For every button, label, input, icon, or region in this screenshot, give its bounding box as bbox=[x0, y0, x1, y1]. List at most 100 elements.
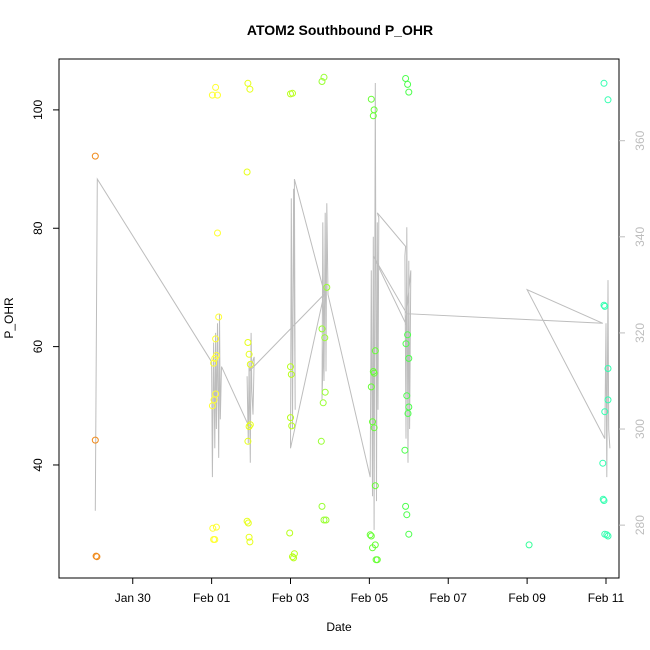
data-point bbox=[244, 339, 252, 346]
data-point bbox=[289, 89, 296, 97]
x-tick-label: Feb 03 bbox=[272, 591, 310, 605]
data-point bbox=[402, 502, 410, 510]
data-point bbox=[402, 75, 410, 82]
data-point bbox=[525, 541, 533, 549]
data-point bbox=[405, 88, 413, 96]
point-series bbox=[91, 73, 612, 564]
data-point bbox=[600, 497, 608, 504]
data-point bbox=[322, 516, 330, 524]
data-point bbox=[405, 403, 413, 411]
y-axis-left: 40 60 80 100 bbox=[31, 100, 59, 472]
y-right-tick-label: 300 bbox=[633, 419, 647, 439]
y-tick-label: 40 bbox=[31, 458, 45, 472]
data-point bbox=[317, 437, 325, 445]
data-point bbox=[209, 524, 217, 532]
data-point bbox=[405, 530, 413, 538]
data-point bbox=[323, 283, 331, 291]
data-point bbox=[321, 388, 329, 396]
data-point bbox=[244, 437, 252, 445]
data-point bbox=[367, 532, 375, 540]
data-point bbox=[603, 531, 611, 539]
data-point bbox=[320, 516, 328, 524]
chart-title: ATOM2 Southbound P_OHR bbox=[247, 22, 433, 38]
data-point bbox=[214, 91, 221, 99]
data-point bbox=[210, 359, 218, 367]
plot-frame bbox=[58, 58, 620, 579]
data-point bbox=[370, 424, 378, 432]
data-point bbox=[367, 95, 375, 103]
y-axis-label: P_OHR bbox=[2, 297, 16, 339]
x-axis: Jan 30 Feb 01 Feb 03 Feb 05 Feb 07 Feb 09 Feb … bbox=[115, 578, 625, 605]
series-line bbox=[94, 82, 611, 530]
data-point bbox=[245, 533, 253, 541]
data-point bbox=[369, 112, 377, 120]
data-point bbox=[290, 554, 298, 562]
data-point bbox=[319, 399, 327, 407]
data-point bbox=[404, 410, 412, 417]
data-point bbox=[401, 446, 409, 454]
data-point bbox=[212, 335, 220, 343]
y-axis-right: 280 300 320 340 360 bbox=[619, 130, 647, 535]
data-point bbox=[246, 421, 254, 429]
data-point bbox=[404, 331, 412, 339]
data-point bbox=[320, 73, 328, 81]
data-point bbox=[243, 168, 251, 176]
x-tick-label: Feb 07 bbox=[430, 591, 468, 605]
data-point bbox=[91, 436, 99, 444]
data-point bbox=[290, 550, 298, 558]
y-right-tick-label: 320 bbox=[633, 323, 647, 343]
data-point bbox=[369, 544, 376, 552]
data-point bbox=[287, 363, 294, 371]
data-point bbox=[601, 302, 609, 310]
data-point bbox=[321, 334, 329, 342]
data-point bbox=[367, 383, 375, 391]
y-right-tick-label: 280 bbox=[633, 515, 647, 535]
data-point bbox=[211, 536, 219, 543]
data-point bbox=[244, 79, 252, 87]
line-series bbox=[94, 82, 611, 530]
data-point bbox=[371, 482, 379, 490]
data-point bbox=[604, 96, 612, 104]
x-tick-label: Feb 09 bbox=[508, 591, 546, 605]
y-right-tick-label: 340 bbox=[633, 226, 647, 246]
data-point bbox=[243, 517, 251, 525]
data-point bbox=[604, 365, 612, 372]
data-point bbox=[370, 106, 378, 114]
data-point bbox=[214, 229, 221, 237]
data-point bbox=[91, 152, 99, 160]
data-point bbox=[212, 83, 220, 91]
data-point bbox=[288, 422, 296, 430]
data-point bbox=[402, 340, 410, 348]
data-point bbox=[599, 495, 607, 503]
data-point bbox=[212, 523, 220, 531]
data-point bbox=[373, 556, 381, 564]
data-point bbox=[370, 369, 378, 377]
data-point bbox=[287, 370, 295, 378]
y-tick-label: 80 bbox=[31, 221, 45, 235]
data-point bbox=[600, 301, 608, 309]
data-point bbox=[286, 529, 294, 537]
data-point bbox=[318, 502, 326, 510]
data-point bbox=[318, 78, 326, 85]
x-tick-label: Jan 30 bbox=[115, 591, 151, 605]
data-point bbox=[215, 313, 223, 321]
data-point bbox=[366, 531, 374, 539]
x-tick-label: Feb 01 bbox=[193, 591, 231, 605]
data-point bbox=[604, 396, 612, 404]
data-point bbox=[403, 392, 411, 400]
data-point bbox=[318, 325, 326, 333]
data-point bbox=[245, 423, 253, 430]
data-point bbox=[246, 538, 254, 546]
y-right-tick-label: 360 bbox=[633, 130, 647, 150]
data-point bbox=[287, 414, 294, 422]
data-point bbox=[600, 79, 608, 87]
y-tick-label: 60 bbox=[31, 340, 45, 354]
data-point bbox=[599, 459, 607, 467]
data-point bbox=[92, 552, 100, 560]
data-point bbox=[246, 360, 254, 368]
data-point bbox=[404, 80, 412, 88]
data-point bbox=[212, 390, 220, 398]
data-point bbox=[93, 553, 101, 561]
data-point bbox=[405, 354, 413, 362]
